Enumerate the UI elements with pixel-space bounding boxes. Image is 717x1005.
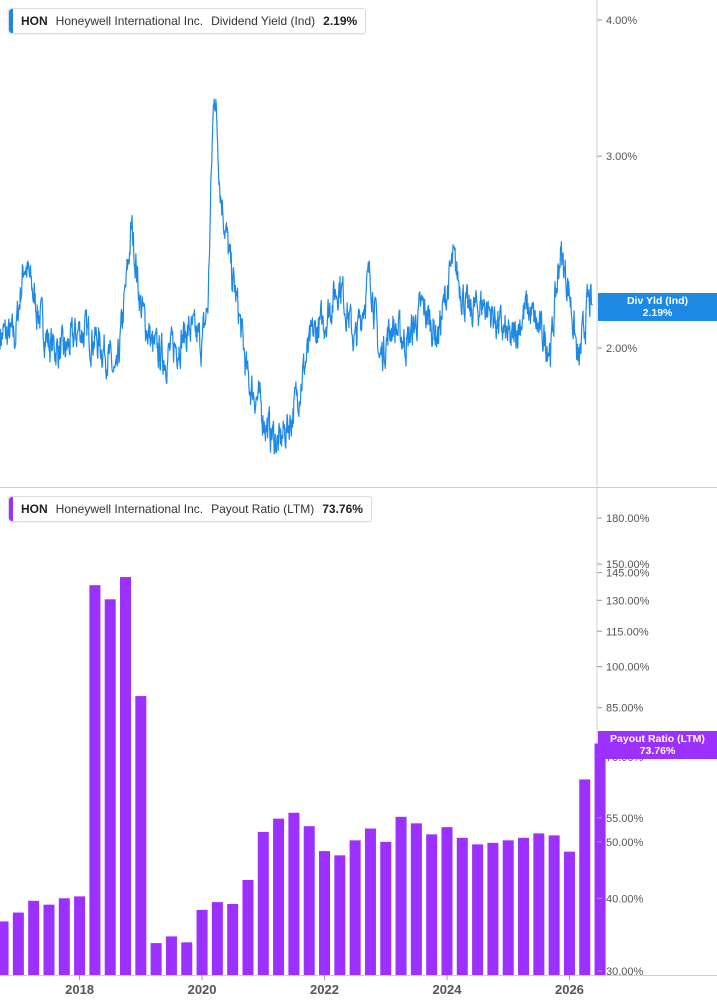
tag-value: 73.76% [639, 745, 676, 757]
payout-ratio-bar [12, 912, 24, 975]
dividend-yield-legend-swatch [9, 9, 13, 33]
payout-ratio-bar [579, 779, 591, 975]
payout-ratio-value-tag: Payout Ratio (LTM) 73.76% [598, 731, 717, 759]
legend-company: Honeywell International Inc. [55, 502, 204, 516]
dividend-yield-line [0, 98, 593, 455]
yield-y-tick-label: 4.00% [606, 15, 637, 27]
payout-y-tick-label: 100.00% [606, 662, 650, 674]
payout-ratio-bar [227, 904, 239, 975]
payout-ratio-bar [364, 828, 376, 975]
payout-ratio-bar [196, 909, 208, 975]
payout-ratio-bar [380, 841, 392, 975]
payout-ratio-bar [548, 835, 560, 975]
tag-value: 2.19% [642, 307, 673, 319]
payout-ratio-bar [120, 577, 132, 975]
payout-ratio-bar [334, 855, 346, 975]
x-tick-label: 2018 [65, 982, 94, 997]
payout-ratio-bar [58, 898, 70, 975]
payout-ratio-bar [563, 851, 575, 975]
payout-ratio-bar [288, 812, 300, 975]
payout-ratio-bar [89, 585, 101, 975]
x-tick-label: 2020 [188, 982, 217, 997]
payout-ratio-legend: HON Honeywell International Inc. Payout … [8, 496, 372, 522]
payout-ratio-bar [74, 896, 86, 975]
tag-label: Div Yld (Ind) [626, 295, 689, 307]
x-tick-label: 2022 [310, 982, 339, 997]
payout-y-tick-label: 40.00% [606, 893, 644, 905]
payout-y-tick-label: 85.00% [606, 703, 644, 715]
payout-ratio-bar-layer [0, 577, 606, 975]
legend-metric: Payout Ratio (LTM) [211, 502, 315, 516]
payout-ratio-bar [472, 844, 484, 975]
payout-ratio-bar [319, 851, 331, 975]
legend-company: Honeywell International Inc. [55, 14, 204, 28]
legend-ticker: HON [21, 502, 48, 516]
payout-y-tick-label: 30.00% [606, 966, 644, 978]
payout-y-tick-label: 50.00% [606, 837, 644, 849]
payout-ratio-bar [303, 826, 315, 975]
legend-metric: Dividend Yield (Ind) [211, 14, 316, 28]
x-tick-label: 2026 [555, 982, 584, 997]
payout-ratio-bar [135, 696, 147, 975]
payout-ratio-bar [104, 599, 116, 975]
legend-value: 2.19% [323, 14, 358, 28]
payout-ratio-bar [410, 823, 422, 975]
payout-y-tick-label: 150.00% [606, 559, 650, 571]
payout-ratio-bar [533, 833, 545, 975]
payout-ratio-legend-swatch [9, 497, 13, 521]
x-tick-label: 2024 [433, 982, 463, 997]
payout-ratio-bar [502, 840, 514, 975]
dividend-yield-line-layer [0, 98, 593, 455]
payout-ratio-bar [257, 831, 269, 975]
legend-value: 73.76% [322, 502, 363, 516]
payout-y-tick-label: 180.00% [606, 513, 650, 525]
payout-ratio-bar [28, 900, 40, 975]
payout-ratio-bar [395, 816, 407, 975]
payout-ratio-bar [43, 904, 55, 975]
payout-y-tick-label: 130.00% [606, 595, 650, 607]
payout-y-tick-label: 55.00% [606, 813, 644, 825]
payout-ratio-bar [211, 902, 223, 975]
dividend-yield-value-tag: Div Yld (Ind) 2.19% [598, 293, 717, 321]
payout-ratio-bar [487, 842, 499, 975]
yield-y-tick-label: 3.00% [606, 151, 637, 163]
yield-y-tick-label: 2.00% [606, 343, 637, 355]
payout-ratio-bar [242, 879, 254, 975]
tag-label: Payout Ratio (LTM) [610, 733, 705, 745]
payout-ratio-bar [273, 818, 285, 975]
payout-ratio-bar [150, 943, 162, 975]
payout-ratio-bar [349, 840, 361, 975]
payout-ratio-bar [518, 837, 530, 975]
payout-y-tick-label: 115.00% [606, 626, 649, 638]
tick-label-layer: 4.00% 3.00% 2.00% 180.00% 150.00%145.00% 130.… [65, 15, 650, 997]
payout-y-tick-label: 145.00% [606, 568, 650, 580]
payout-ratio-bar [181, 942, 193, 975]
payout-ratio-bar [594, 743, 606, 975]
dividend-yield-legend: HON Honeywell International Inc. Dividen… [8, 8, 367, 34]
payout-ratio-bar [0, 921, 9, 975]
payout-ratio-bar [165, 936, 177, 975]
payout-ratio-bar [426, 834, 438, 975]
payout-ratio-bar [441, 827, 453, 975]
payout-ratio-bar [456, 837, 468, 975]
legend-ticker: HON [21, 14, 48, 28]
